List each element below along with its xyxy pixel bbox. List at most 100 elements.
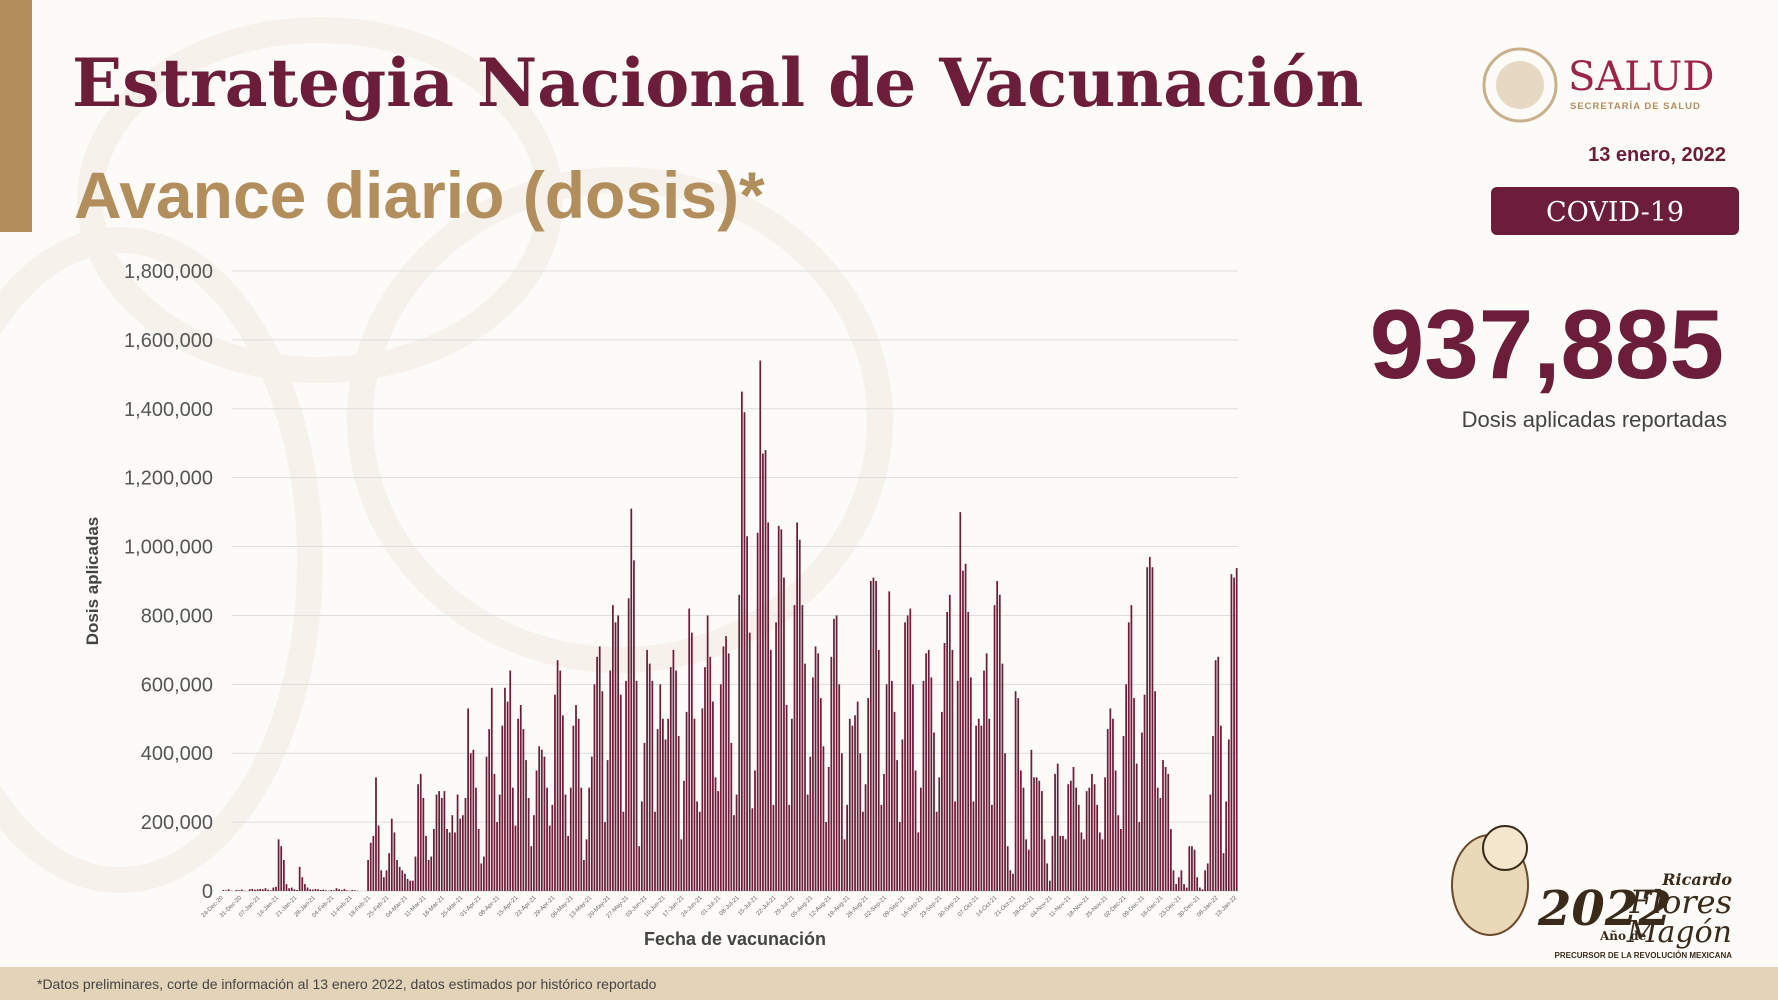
bar — [401, 870, 404, 891]
bar — [551, 804, 554, 891]
bar — [625, 680, 627, 891]
bar — [746, 536, 748, 891]
page-title: Estrategia Nacional de Vacunación — [72, 44, 1363, 122]
bar — [411, 880, 414, 891]
bar — [1235, 567, 1238, 891]
y-tick-label: 200,000 — [141, 812, 213, 834]
bar — [317, 889, 319, 891]
bar — [380, 870, 383, 891]
bar — [1159, 798, 1162, 891]
bar — [332, 890, 335, 891]
bar — [538, 746, 541, 891]
bar — [719, 684, 722, 891]
bar — [496, 822, 498, 891]
bar — [1185, 887, 1188, 891]
bar — [583, 860, 585, 891]
bar — [296, 889, 298, 891]
bar — [590, 756, 593, 891]
bar — [1122, 736, 1125, 891]
bar — [1206, 863, 1209, 891]
bar — [809, 756, 812, 891]
bar — [1027, 849, 1030, 891]
bar — [712, 701, 714, 891]
bar — [222, 889, 225, 891]
bar — [714, 777, 717, 891]
bar — [659, 684, 662, 891]
bar — [688, 608, 691, 891]
bar — [1135, 763, 1138, 891]
bar — [872, 577, 875, 891]
bar — [422, 798, 425, 891]
bar — [533, 815, 535, 891]
bar — [751, 808, 754, 891]
bar — [354, 890, 356, 891]
bar — [251, 888, 254, 891]
bar — [962, 570, 964, 891]
bar — [727, 653, 730, 891]
bar — [648, 663, 651, 891]
bar — [864, 784, 867, 891]
date: 13 enero, 2022 — [1588, 144, 1726, 166]
bar — [298, 866, 301, 891]
bar — [967, 612, 970, 891]
bar — [975, 725, 977, 891]
bar — [1030, 749, 1033, 891]
bar — [1077, 804, 1080, 891]
bar — [414, 856, 417, 891]
bar — [927, 649, 930, 891]
bar — [801, 605, 804, 891]
bar — [701, 708, 704, 891]
bar — [504, 687, 506, 891]
bar — [1170, 829, 1172, 891]
y-tick-label: 600,000 — [141, 674, 213, 696]
bar — [377, 825, 380, 891]
bar — [1035, 777, 1038, 891]
bar — [662, 718, 664, 891]
bar — [290, 887, 293, 891]
bar — [796, 522, 798, 891]
bar — [964, 563, 967, 891]
bar — [390, 818, 393, 891]
bar — [446, 829, 448, 891]
bar — [272, 887, 275, 891]
bar — [822, 746, 825, 891]
bar — [1051, 835, 1054, 891]
bar — [438, 791, 441, 891]
bar — [698, 811, 701, 891]
bar — [288, 888, 290, 891]
bar — [543, 756, 546, 891]
page-subtitle: Avance diario (dosis)* — [74, 158, 765, 232]
bar — [846, 804, 848, 891]
bar — [1069, 780, 1072, 891]
bar — [443, 791, 446, 891]
bar — [561, 715, 564, 891]
bar — [840, 753, 843, 891]
bar — [996, 581, 999, 891]
bar — [1164, 767, 1167, 891]
bar — [285, 884, 288, 891]
footnote: *Datos preliminares, corte de informació… — [37, 976, 657, 992]
bar — [622, 811, 625, 891]
bar — [743, 412, 746, 891]
bar — [330, 889, 333, 891]
bar — [1156, 787, 1159, 891]
bar — [838, 684, 841, 891]
bar — [580, 787, 583, 891]
bar — [225, 890, 227, 891]
bar — [1104, 777, 1106, 891]
headline-caption: Dosis aplicadas reportadas — [1462, 407, 1727, 432]
bar — [325, 890, 327, 891]
bar — [572, 725, 575, 891]
bar — [891, 680, 893, 891]
bar — [540, 749, 543, 891]
bar — [1222, 853, 1225, 891]
bar — [459, 818, 462, 891]
bar — [993, 605, 996, 891]
bar — [282, 860, 285, 891]
bar — [722, 646, 725, 891]
bar — [1001, 663, 1004, 891]
bar — [851, 725, 854, 891]
bar — [1096, 804, 1099, 891]
bar — [1191, 846, 1193, 891]
y-tick-label: 1,000,000 — [124, 537, 213, 559]
